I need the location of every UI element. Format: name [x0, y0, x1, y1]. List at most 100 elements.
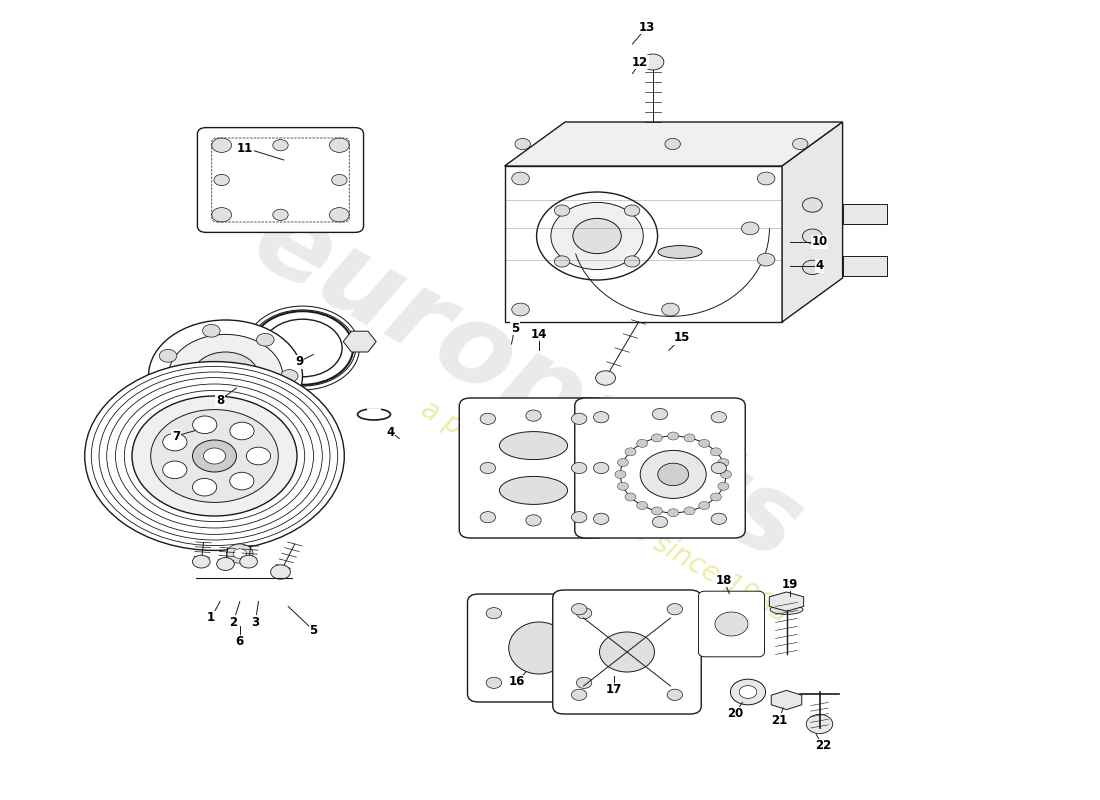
Circle shape	[572, 512, 587, 523]
Circle shape	[779, 694, 794, 706]
Circle shape	[211, 138, 232, 153]
FancyBboxPatch shape	[574, 398, 746, 538]
Bar	[843, 256, 887, 276]
Text: 10: 10	[812, 235, 827, 248]
Circle shape	[280, 370, 298, 382]
Circle shape	[667, 689, 682, 701]
Text: 3: 3	[251, 616, 260, 629]
FancyBboxPatch shape	[460, 398, 607, 538]
FancyBboxPatch shape	[552, 590, 702, 714]
Circle shape	[667, 604, 682, 614]
Circle shape	[576, 677, 592, 688]
Circle shape	[192, 555, 210, 568]
Circle shape	[481, 413, 495, 425]
Circle shape	[572, 462, 587, 474]
Circle shape	[481, 512, 495, 523]
Circle shape	[192, 416, 217, 434]
Circle shape	[806, 714, 833, 734]
Circle shape	[481, 462, 495, 474]
Circle shape	[163, 461, 187, 478]
Circle shape	[160, 350, 177, 362]
Text: europarts: europarts	[235, 184, 821, 584]
Ellipse shape	[658, 246, 702, 258]
Circle shape	[148, 320, 302, 432]
Circle shape	[192, 440, 236, 472]
Polygon shape	[769, 592, 804, 611]
Text: 20: 20	[727, 707, 742, 720]
Circle shape	[163, 434, 187, 451]
Circle shape	[217, 558, 234, 570]
Circle shape	[132, 396, 297, 516]
Circle shape	[230, 422, 254, 440]
Circle shape	[204, 448, 226, 464]
Circle shape	[652, 517, 668, 528]
Circle shape	[617, 482, 628, 490]
Circle shape	[711, 411, 727, 422]
Circle shape	[202, 324, 220, 337]
Circle shape	[594, 514, 609, 525]
Circle shape	[256, 334, 274, 346]
Text: 13: 13	[639, 21, 654, 34]
Circle shape	[227, 544, 253, 563]
Circle shape	[684, 434, 695, 442]
FancyBboxPatch shape	[198, 127, 363, 232]
Circle shape	[625, 205, 640, 216]
Text: 14: 14	[531, 328, 547, 341]
Circle shape	[230, 472, 254, 490]
Circle shape	[625, 256, 640, 267]
Circle shape	[594, 411, 609, 422]
Circle shape	[637, 439, 648, 447]
Circle shape	[512, 172, 529, 185]
Ellipse shape	[508, 622, 570, 674]
Circle shape	[715, 612, 748, 636]
Circle shape	[698, 439, 710, 447]
Circle shape	[271, 565, 290, 579]
Circle shape	[551, 202, 644, 270]
Circle shape	[240, 555, 257, 568]
Circle shape	[730, 679, 766, 705]
Text: 4: 4	[386, 426, 395, 438]
Circle shape	[537, 192, 658, 280]
Circle shape	[711, 462, 727, 474]
Circle shape	[160, 390, 177, 402]
Circle shape	[332, 174, 348, 186]
Ellipse shape	[770, 605, 803, 614]
Text: 19: 19	[782, 578, 797, 590]
Circle shape	[625, 448, 636, 456]
Text: 6: 6	[235, 635, 244, 648]
Circle shape	[576, 608, 592, 619]
Circle shape	[594, 462, 609, 474]
Text: 9: 9	[295, 355, 304, 368]
Circle shape	[572, 689, 587, 701]
Circle shape	[213, 174, 229, 186]
Circle shape	[515, 138, 530, 150]
Circle shape	[792, 138, 807, 150]
Circle shape	[617, 458, 628, 466]
Circle shape	[668, 432, 679, 440]
Text: 8: 8	[216, 394, 224, 406]
Text: 18: 18	[716, 574, 732, 586]
Text: 15: 15	[674, 331, 690, 344]
Text: 7: 7	[172, 430, 180, 442]
Circle shape	[802, 260, 822, 274]
FancyBboxPatch shape	[468, 594, 610, 702]
Polygon shape	[505, 122, 843, 166]
Circle shape	[192, 352, 258, 400]
Text: a passion for parts since 1985: a passion for parts since 1985	[416, 395, 794, 629]
Circle shape	[351, 335, 369, 348]
Circle shape	[211, 207, 232, 222]
Text: 22: 22	[815, 739, 830, 752]
Circle shape	[739, 686, 757, 698]
Circle shape	[273, 209, 288, 220]
Text: 2: 2	[229, 616, 238, 629]
Circle shape	[652, 408, 668, 419]
Circle shape	[711, 448, 722, 456]
Text: 12: 12	[632, 56, 648, 69]
Circle shape	[802, 198, 822, 212]
Circle shape	[664, 138, 680, 150]
Circle shape	[573, 218, 622, 254]
Circle shape	[640, 450, 706, 498]
Polygon shape	[771, 690, 802, 710]
Circle shape	[330, 207, 350, 222]
Circle shape	[330, 138, 350, 153]
